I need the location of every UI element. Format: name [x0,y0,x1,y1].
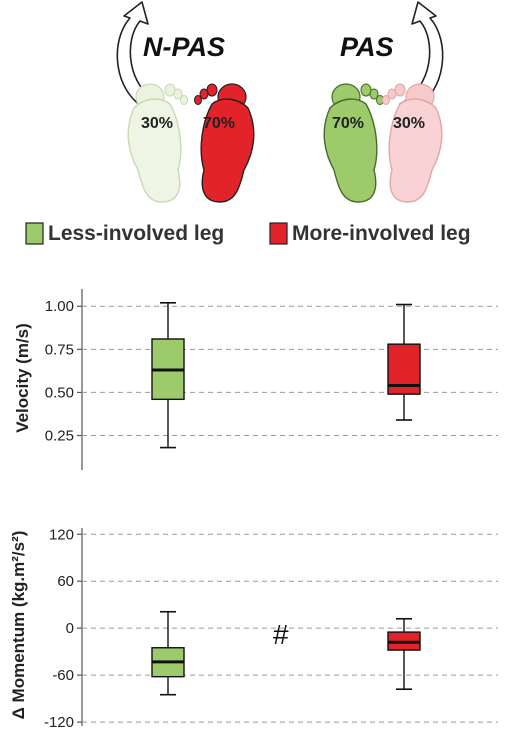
pas-curved-arrow-icon [399,1,444,111]
velocity-tick-label: 0.25 [45,428,74,445]
velocity-axis-title: Velocity (m/s) [13,323,32,433]
pas-less-foot: 70% [323,83,384,203]
momentum-tick-label: 0 [66,620,74,637]
pas-less-pct: 70% [332,115,364,132]
npas-label: N-PAS [143,32,225,62]
npas-more-pct: 70% [203,115,235,132]
momentum-tick-label: 120 [49,526,74,543]
velocity-tick-label: 0.75 [45,341,74,358]
npas-more-foot: 70% [194,83,255,203]
velocity-tick-label: 1.00 [45,298,74,315]
pas-illustration: PAS 70% 30% [323,1,444,203]
legend-less-label: Less-involved leg [48,222,224,245]
legend: Less-involved leg More-involved leg [25,222,471,245]
momentum-tick-label: 60 [57,573,74,590]
momentum-tick-label: -60 [52,667,74,684]
pas-label: PAS [340,32,394,62]
npas-illustration: N-PAS 30% 70% [116,1,255,203]
legend-more-label: More-involved leg [292,222,471,245]
npas-less-foot: 30% [127,83,188,203]
npas-less-pct: 30% [141,115,173,132]
velocity-tick-label: 0.50 [45,384,74,401]
momentum-axis-title: Δ Momentum (kg.m²/s²) [9,531,28,720]
velocity-chart: Velocity (m/s) 1.00 0.75 0.50 0.25 [13,289,498,470]
pas-more-foot: 30% [382,83,443,203]
momentum-tick-label: -120 [44,714,74,731]
significance-annotation: # [273,619,289,650]
momentum-chart: Δ Momentum (kg.m²/s²) # 120 60 0 -60 -120 [9,526,498,731]
npas-curved-arrow-icon [116,1,161,111]
pas-more-pct: 30% [393,115,425,132]
legend-more-swatch [269,222,288,245]
legend-less-swatch [25,222,44,245]
